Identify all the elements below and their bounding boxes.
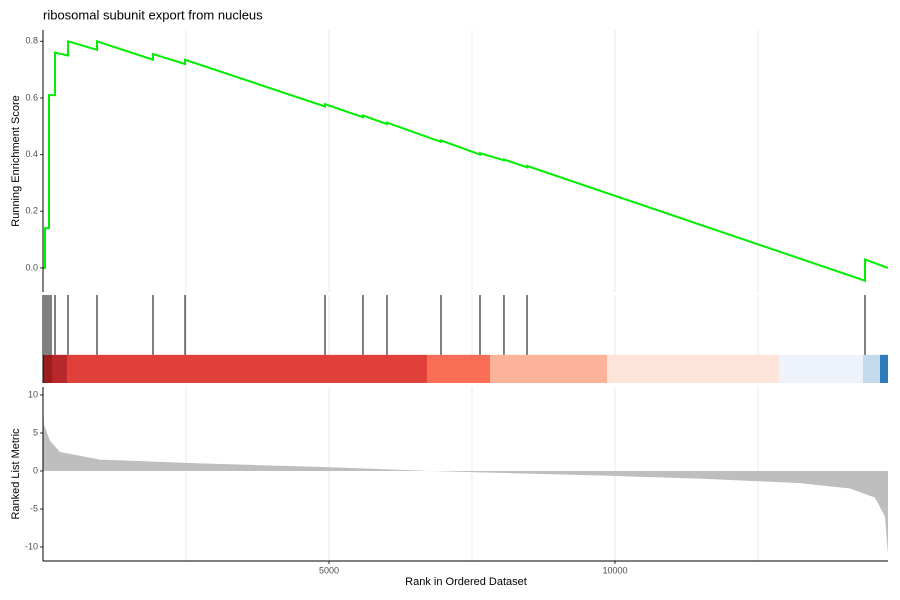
y-axis-title: Ranked List Metric — [10, 428, 22, 520]
color-band — [863, 354, 880, 383]
color-band — [51, 354, 68, 383]
color-band — [490, 354, 607, 383]
y-tick-label: 0.8 — [25, 36, 38, 46]
color-band — [606, 354, 779, 383]
x-axis-title: Rank in Ordered Dataset — [405, 576, 527, 588]
color-band — [43, 354, 52, 383]
y-tick-label: -10 — [25, 541, 38, 551]
color-band — [426, 354, 491, 383]
chart-title: ribosomal subunit export from nucleus — [43, 7, 263, 22]
y-tick-label: 0 — [33, 465, 38, 475]
y-tick-label: 0.2 — [25, 206, 38, 216]
color-band — [879, 354, 888, 383]
x-tick-label: 10000 — [602, 565, 627, 575]
y-tick-label: 10 — [28, 389, 38, 399]
y-tick-label: 0.0 — [25, 262, 38, 272]
color-band — [778, 354, 864, 383]
y-tick-label: 0.4 — [25, 149, 38, 159]
y-tick-label: 5 — [33, 427, 38, 437]
metric-area — [43, 410, 888, 555]
y-tick-label: 0.6 — [25, 92, 38, 102]
y-axis-title: Running Enrichment Score — [10, 95, 22, 226]
x-tick-label: 5000 — [319, 565, 339, 575]
y-tick-label: -5 — [30, 503, 38, 513]
enrichment-line — [43, 39, 889, 283]
color-band — [67, 354, 427, 383]
